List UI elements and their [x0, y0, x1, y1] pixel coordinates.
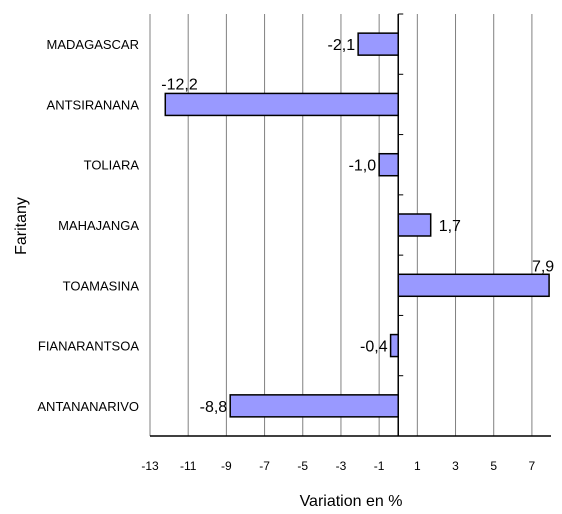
axes	[150, 13, 551, 437]
x-tick-label: -1	[374, 459, 385, 473]
x-tick-label: 7	[529, 459, 536, 473]
bar	[229, 394, 399, 418]
bar	[397, 213, 432, 237]
x-tick-label: -3	[336, 459, 347, 473]
bar	[397, 273, 550, 298]
y-axis-title: Faritany	[13, 197, 30, 255]
bar	[164, 92, 399, 117]
x-tick-label: -11	[180, 459, 197, 473]
category-label: ANTANANARIVO	[37, 399, 139, 414]
category-label: MAHAJANGA	[58, 218, 139, 233]
tick-labels: -13 -11 -9 -7 -5 -3 -1 1 3 5 7	[141, 459, 535, 473]
bar	[357, 32, 399, 56]
category-label: ANTSIRANANA	[47, 97, 140, 112]
data-label: 7,9	[532, 258, 554, 275]
x-tick-label: 1	[414, 459, 421, 473]
x-tick-label: 5	[490, 459, 497, 473]
category-labels: MADAGASCAR ANTSIRANANA TOLIARA MAHAJANGA TOA…	[37, 37, 139, 414]
data-label: 1,7	[439, 218, 461, 235]
category-label: TOAMASINA	[63, 278, 140, 293]
category-label: FIANARANTSOA	[38, 339, 139, 354]
gridlines	[149, 14, 533, 436]
x-tick-label: -7	[259, 459, 270, 473]
x-axis-title: Variation en %	[300, 493, 403, 510]
category-label: TOLIARA	[84, 158, 140, 173]
x-tick-label: -13	[141, 459, 159, 473]
x-tick-label: 3	[452, 459, 459, 473]
category-label: MADAGASCAR	[47, 37, 139, 52]
data-label: -1,0	[349, 158, 377, 175]
bars	[164, 32, 550, 418]
x-tick-label: -5	[297, 459, 308, 473]
data-label: -2,1	[328, 37, 356, 54]
data-labels: -2,1 -12,2 -1,0 1,7 7,9 -0,4 -8,8	[161, 37, 554, 416]
data-label: -12,2	[161, 76, 198, 93]
x-tick-label: -9	[221, 459, 232, 473]
bar	[389, 333, 399, 358]
bar	[378, 152, 399, 177]
data-label: -0,4	[360, 339, 388, 356]
data-label: -8,8	[200, 399, 228, 416]
